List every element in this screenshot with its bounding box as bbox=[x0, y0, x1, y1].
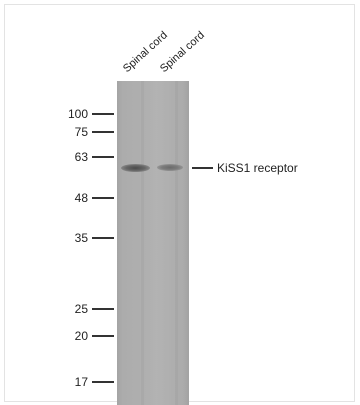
marker-35: 35 bbox=[40, 231, 114, 245]
protein-band-lane-1 bbox=[121, 164, 150, 172]
marker-label: 63 bbox=[74, 150, 88, 164]
marker-label: 17 bbox=[74, 375, 88, 389]
membrane-streak bbox=[141, 81, 144, 405]
marker-48: 48 bbox=[40, 191, 114, 205]
blot-membrane bbox=[117, 81, 189, 405]
marker-tick bbox=[92, 197, 114, 199]
marker-75: 75 bbox=[40, 125, 114, 139]
protein-band-lane-2 bbox=[157, 164, 183, 171]
marker-20: 20 bbox=[40, 329, 114, 343]
target-pointer-line bbox=[192, 167, 213, 169]
membrane-streak bbox=[175, 81, 178, 405]
marker-tick bbox=[92, 381, 114, 383]
target-label: KiSS1 receptor bbox=[217, 161, 298, 175]
marker-17: 17 bbox=[40, 375, 114, 389]
marker-25: 25 bbox=[40, 302, 114, 316]
marker-tick bbox=[92, 237, 114, 239]
marker-label: 75 bbox=[74, 125, 88, 139]
marker-tick bbox=[92, 131, 114, 133]
marker-tick bbox=[92, 308, 114, 310]
marker-label: 35 bbox=[74, 231, 88, 245]
marker-tick bbox=[92, 156, 114, 158]
marker-label: 25 bbox=[74, 302, 88, 316]
marker-tick bbox=[92, 335, 114, 337]
marker-label: 100 bbox=[67, 107, 88, 121]
marker-100: 100 bbox=[40, 107, 114, 121]
marker-63: 63 bbox=[40, 150, 114, 164]
marker-label: 20 bbox=[74, 329, 88, 343]
marker-label: 48 bbox=[74, 191, 88, 205]
marker-tick bbox=[92, 113, 114, 115]
